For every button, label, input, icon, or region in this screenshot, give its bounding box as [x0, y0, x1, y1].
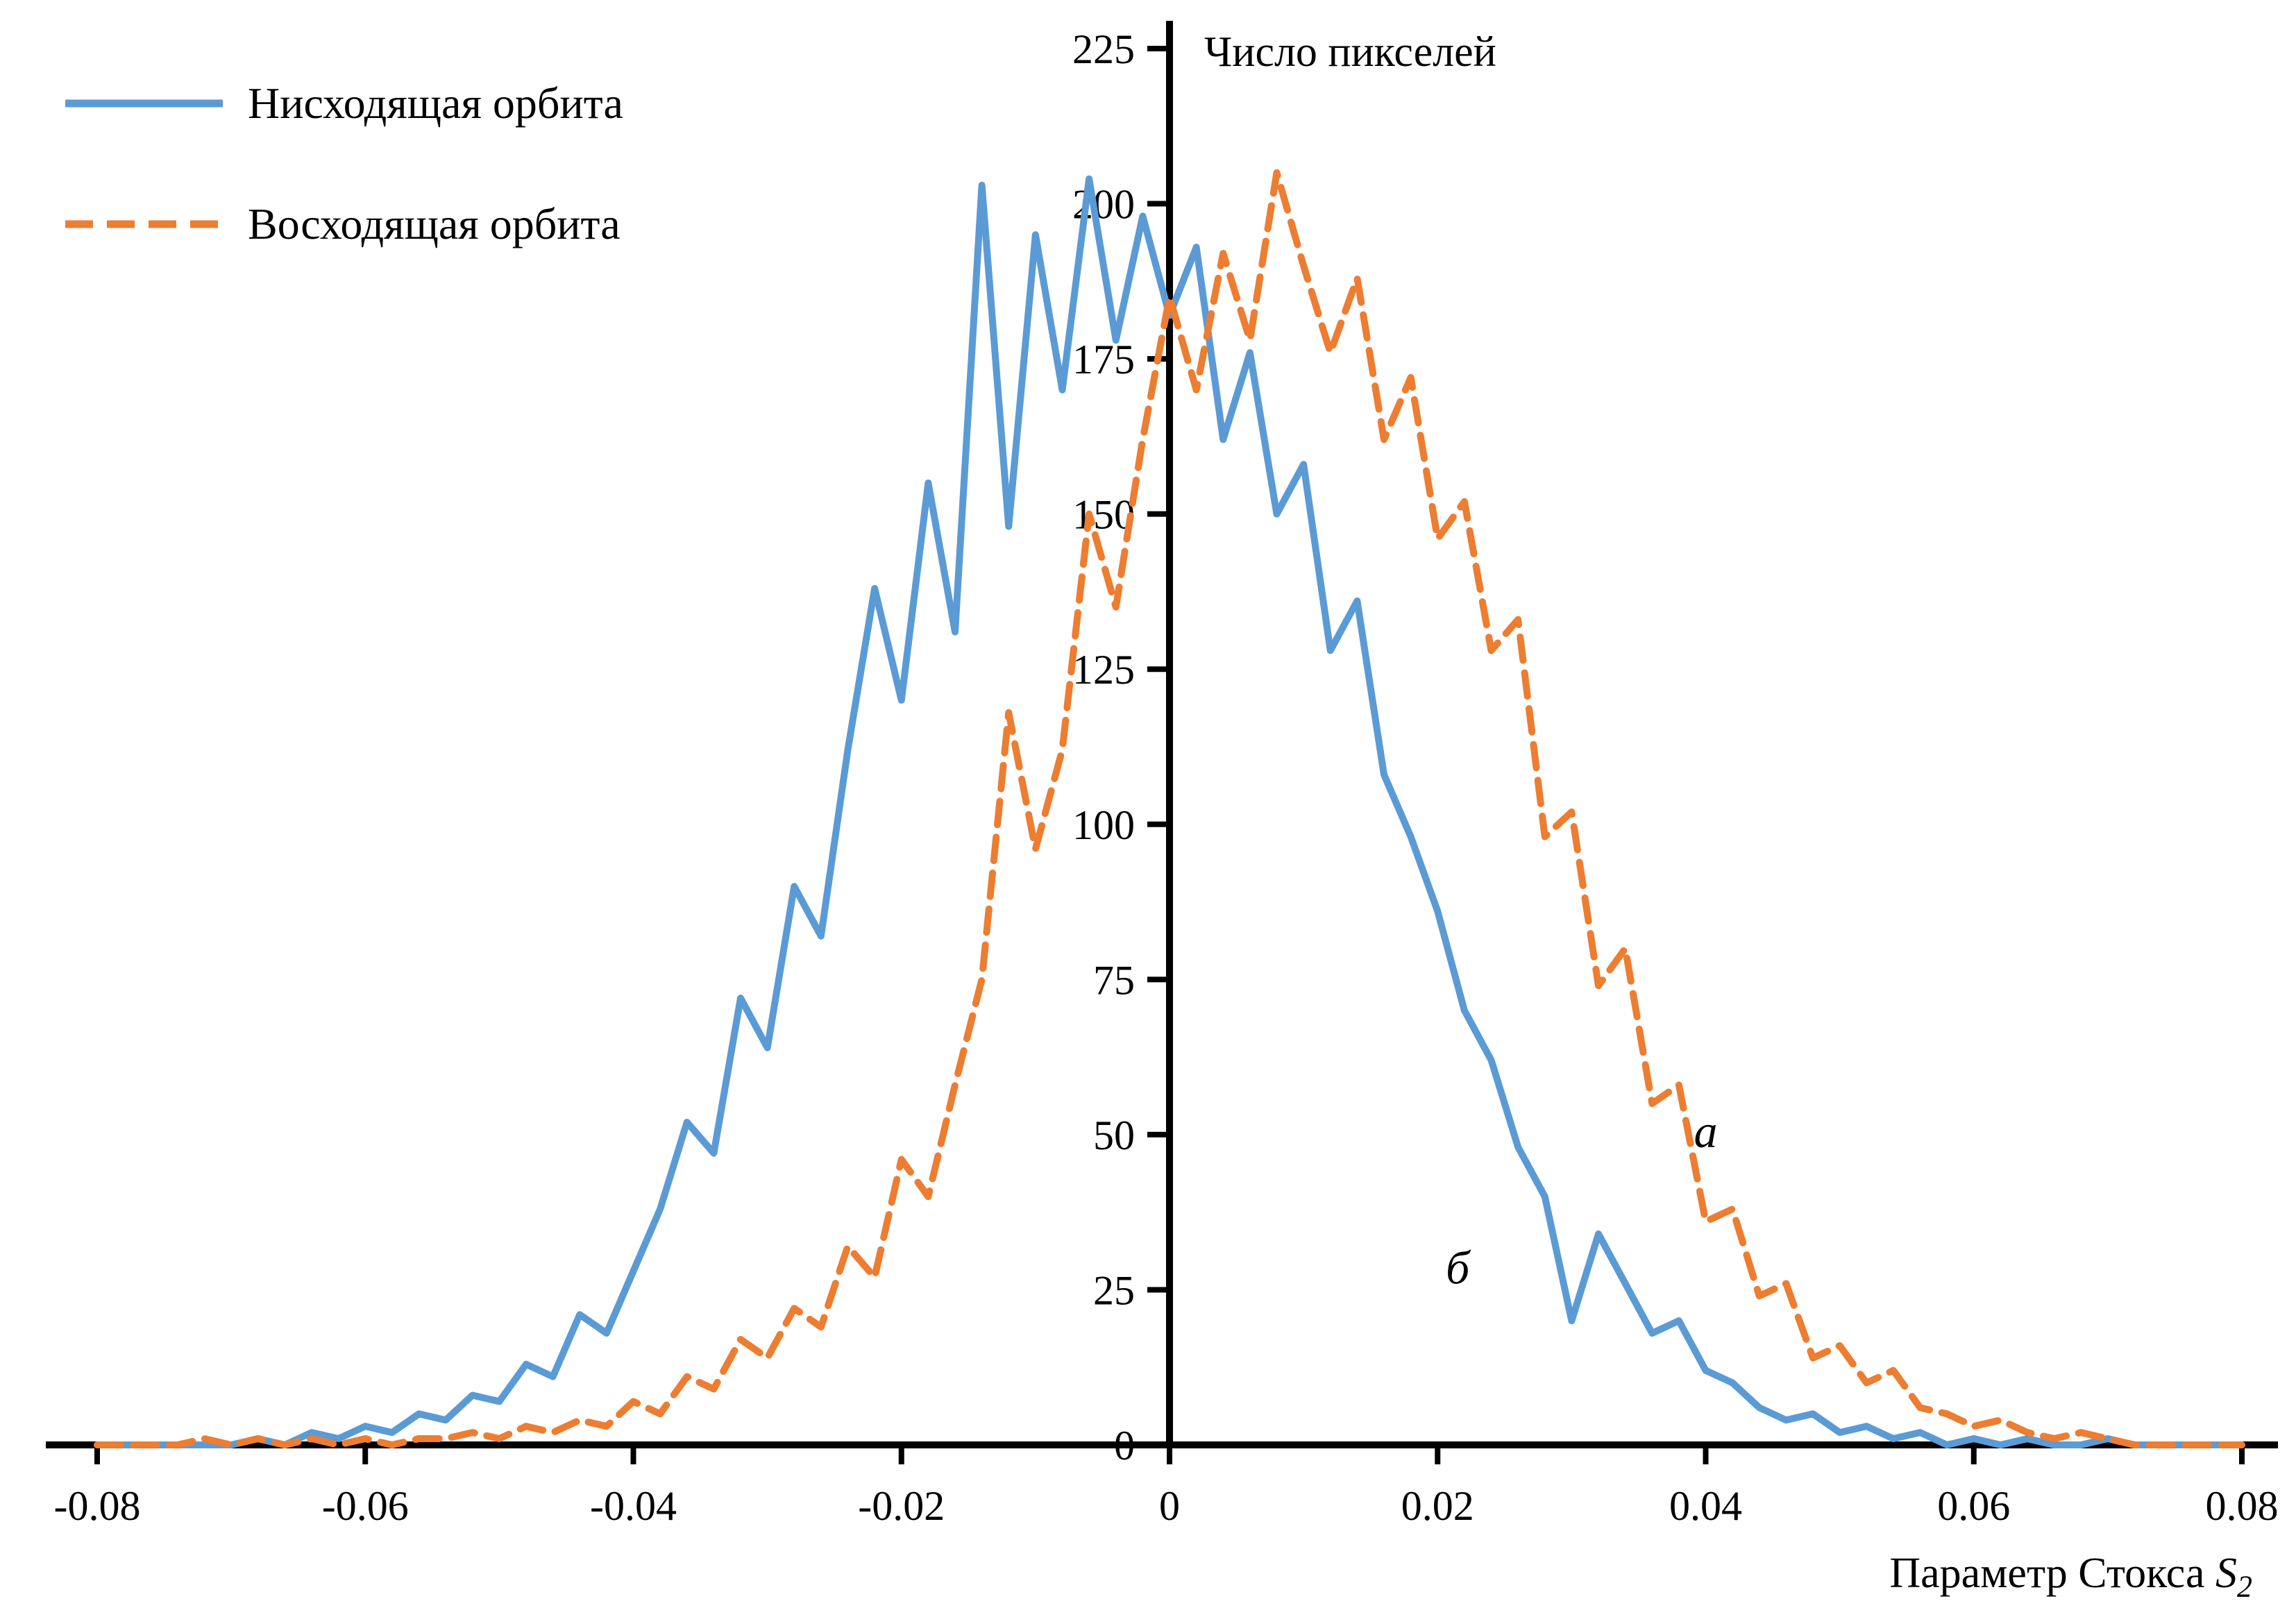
- annotation-а: а: [1694, 1105, 1718, 1158]
- x-tick-label: 0.02: [1401, 1483, 1474, 1529]
- x-tick-label: 0.04: [1669, 1483, 1742, 1529]
- series-line-dashed: [94, 169, 2245, 1448]
- x-tick-label: -0.08: [54, 1483, 141, 1529]
- x-tick-label: 0.08: [2206, 1483, 2279, 1529]
- y-tick-label: 0: [1114, 1423, 1135, 1469]
- x-axis-title: Параметр Стокса S2: [1889, 1549, 2252, 1602]
- x-axis-title-subscript: 2: [2237, 1569, 2252, 1604]
- x-tick-label: 0: [1159, 1483, 1180, 1529]
- x-tick-label: -0.04: [590, 1483, 677, 1529]
- legend: Нисходящая орбита Восходящая орбита: [62, 78, 623, 250]
- y-tick-label: 50: [1093, 1112, 1135, 1158]
- legend-item-descending-orbit: Нисходящая орбита: [62, 78, 623, 129]
- legend-item-ascending-orbit: Восходящая орбита: [62, 198, 623, 250]
- legend-line-solid-icon: [65, 99, 223, 108]
- y-tick-label: 150: [1072, 492, 1135, 538]
- y-tick-label: 125: [1072, 647, 1135, 693]
- y-tick-label: 75: [1093, 957, 1135, 1003]
- x-axis-title-symbol: S: [2215, 1550, 2237, 1597]
- y-tick-label: 225: [1072, 26, 1135, 72]
- y-axis-title: Число пикселей: [1204, 28, 1496, 76]
- x-tick-label: -0.06: [322, 1483, 409, 1529]
- x-axis-title-text: Параметр Стокса: [1889, 1550, 2205, 1597]
- x-tick-label: -0.02: [858, 1483, 945, 1529]
- legend-line-dashed-icon: [65, 220, 223, 228]
- y-tick-label: 175: [1072, 337, 1135, 382]
- legend-label-ascending: Восходящая орбита: [248, 199, 621, 248]
- y-tick-label: 25: [1093, 1267, 1135, 1313]
- x-tick-label: 0.06: [1937, 1483, 2010, 1529]
- y-tick-label: 100: [1072, 802, 1135, 848]
- annotation-б: б: [1446, 1242, 1471, 1294]
- legend-label-descending: Нисходящая орбита: [248, 78, 623, 128]
